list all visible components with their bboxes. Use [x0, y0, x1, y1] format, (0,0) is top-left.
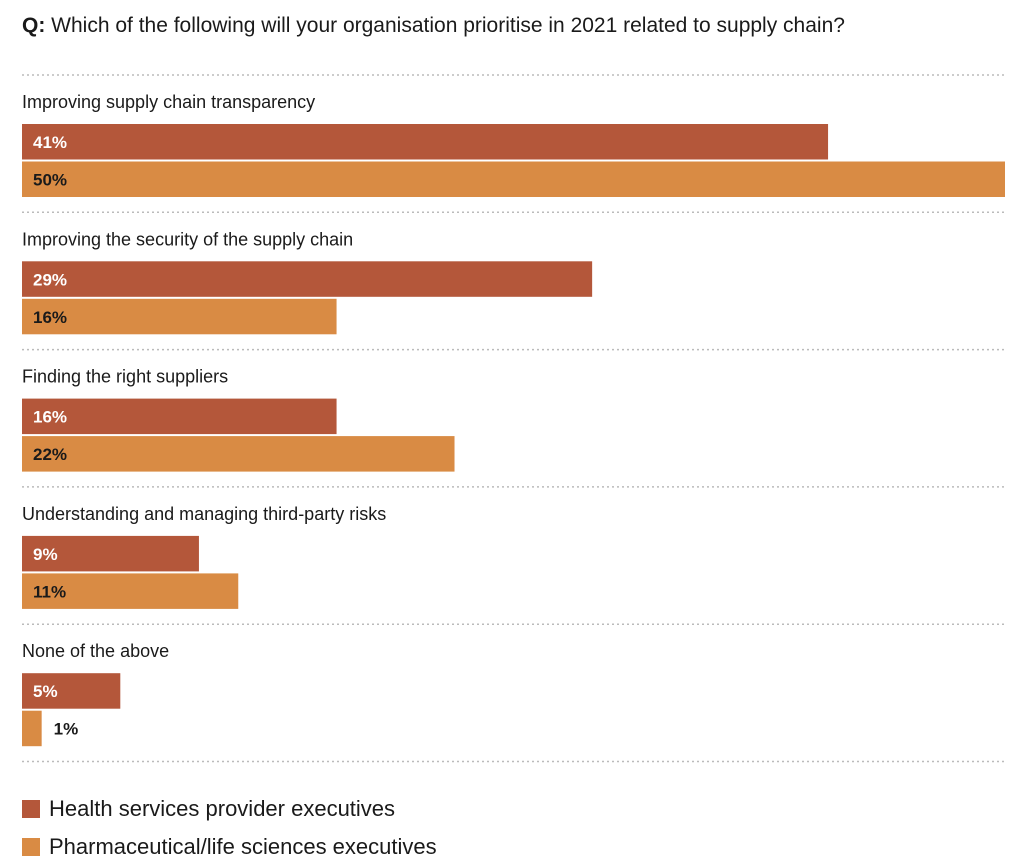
category-label: None of the above [22, 641, 169, 661]
data-label: 29% [33, 270, 67, 289]
bar-chart: Improving supply chain transparency 41% 50… [22, 74, 1005, 763]
bar [22, 298, 337, 335]
category-label: Understanding and managing third-party r… [22, 504, 386, 524]
bar [22, 124, 829, 160]
bar [22, 710, 42, 747]
category-label: Improving the security of the supply cha… [22, 229, 353, 249]
legend-swatch [22, 838, 40, 856]
data-label: 22% [33, 445, 67, 464]
bar [22, 573, 239, 609]
data-label: 1% [54, 720, 79, 739]
category-label: Improving supply chain transparency [22, 92, 315, 112]
data-label: 5% [33, 682, 58, 701]
legend-item-pharma: Pharmaceutical/life sciences executives [22, 834, 437, 860]
chart-title: Q: Which of the following will your orga… [22, 14, 845, 37]
category-label: Finding the right suppliers [22, 367, 228, 387]
bar [22, 673, 121, 709]
data-label: 41% [33, 133, 67, 152]
data-label: 16% [33, 308, 67, 327]
legend-swatch [22, 800, 40, 818]
bar [22, 161, 1005, 197]
data-label: 16% [33, 408, 67, 427]
data-label: 50% [33, 171, 67, 190]
bar [22, 398, 337, 435]
legend-item-health: Health services provider executives [22, 796, 395, 822]
data-label: 11% [33, 582, 66, 601]
data-label: 9% [33, 545, 58, 564]
bar [22, 535, 199, 572]
bar [22, 261, 593, 297]
bar [22, 436, 455, 472]
